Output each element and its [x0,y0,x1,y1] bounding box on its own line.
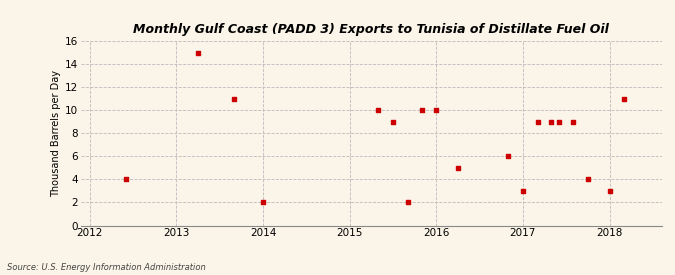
Point [568,120,578,124]
Point [229,97,240,101]
Point [402,200,413,205]
Point [192,51,203,55]
Point [583,177,593,182]
Point [258,200,269,205]
Point [619,97,630,101]
Point [387,120,398,124]
Title: Monthly Gulf Coast (PADD 3) Exports to Tunisia of Distillate Fuel Oil: Monthly Gulf Coast (PADD 3) Exports to T… [133,23,609,36]
Point [503,154,514,159]
Point [518,189,529,193]
Text: Source: U.S. Energy Information Administration: Source: U.S. Energy Information Administ… [7,263,205,272]
Point [554,120,565,124]
Point [121,177,132,182]
Y-axis label: Thousand Barrels per Day: Thousand Barrels per Day [51,70,61,197]
Point [431,108,441,112]
Point [416,108,427,112]
Point [452,166,463,170]
Point [546,120,557,124]
Point [373,108,383,112]
Point [532,120,543,124]
Point [604,189,615,193]
